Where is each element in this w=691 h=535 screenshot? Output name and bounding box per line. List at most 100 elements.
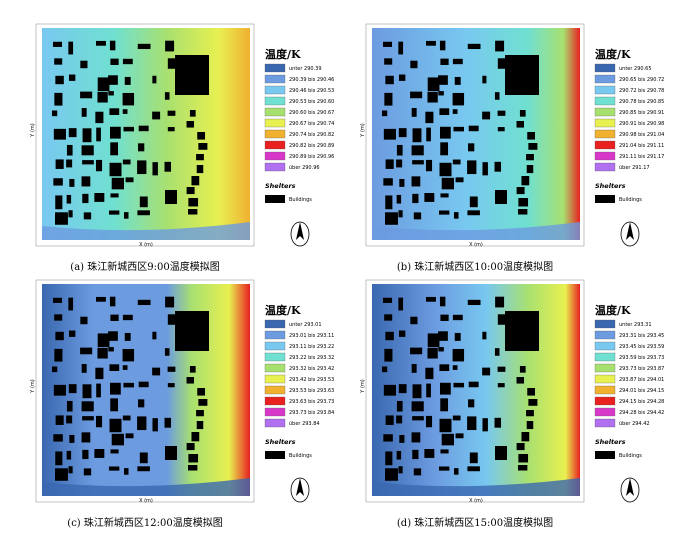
building bbox=[439, 296, 446, 307]
legend-title: 温度/K bbox=[595, 47, 631, 61]
building bbox=[495, 40, 505, 52]
building bbox=[186, 377, 195, 384]
building bbox=[453, 126, 464, 132]
building bbox=[124, 76, 131, 85]
legend-swatch bbox=[594, 385, 616, 395]
building bbox=[438, 347, 444, 352]
building bbox=[152, 75, 157, 84]
legend-swatch bbox=[594, 96, 616, 106]
building bbox=[398, 41, 404, 55]
legend-swatch bbox=[594, 85, 616, 95]
building bbox=[110, 58, 119, 65]
legend-label: 294.28 bis 294.42 bbox=[619, 410, 664, 416]
legend-swatch bbox=[594, 140, 616, 150]
building bbox=[53, 128, 66, 140]
building bbox=[439, 418, 452, 433]
building bbox=[518, 198, 529, 207]
building bbox=[125, 433, 134, 439]
building bbox=[95, 367, 104, 380]
building bbox=[452, 58, 463, 65]
building bbox=[165, 296, 175, 308]
building bbox=[54, 58, 63, 65]
legend-swatch bbox=[264, 107, 286, 117]
building bbox=[411, 145, 424, 156]
building bbox=[68, 74, 76, 81]
building bbox=[425, 111, 434, 124]
building bbox=[68, 466, 73, 474]
building bbox=[110, 126, 121, 139]
building bbox=[399, 178, 405, 187]
building bbox=[108, 331, 118, 341]
building bbox=[55, 195, 63, 210]
legend-swatch bbox=[594, 418, 616, 428]
building bbox=[440, 142, 449, 156]
building bbox=[97, 333, 110, 348]
building bbox=[82, 128, 92, 143]
building bbox=[521, 432, 530, 442]
building bbox=[412, 160, 424, 165]
legend-title: 温度/K bbox=[595, 303, 631, 317]
building bbox=[80, 316, 88, 325]
legend-swatch bbox=[594, 107, 616, 117]
building bbox=[452, 159, 461, 165]
building bbox=[441, 177, 455, 190]
building bbox=[398, 330, 406, 337]
legend-swatch bbox=[265, 451, 285, 459]
building bbox=[196, 421, 204, 430]
building bbox=[68, 41, 74, 55]
building bbox=[439, 40, 446, 51]
building bbox=[412, 193, 419, 204]
building bbox=[97, 347, 108, 359]
building bbox=[97, 91, 108, 103]
building bbox=[167, 127, 175, 132]
building bbox=[188, 465, 198, 471]
river bbox=[372, 222, 580, 240]
building bbox=[467, 299, 481, 306]
x-axis-label: X (m) bbox=[469, 498, 483, 504]
caption: (b) 珠江新城西区10:00温度模拟图 bbox=[397, 260, 553, 273]
building bbox=[528, 399, 538, 406]
building bbox=[68, 297, 74, 311]
building bbox=[167, 58, 178, 69]
legend-swatch bbox=[264, 118, 286, 128]
building bbox=[123, 468, 129, 475]
building bbox=[518, 465, 528, 471]
legend-swatch bbox=[594, 118, 616, 128]
building bbox=[123, 212, 129, 219]
building bbox=[139, 196, 148, 208]
building bbox=[519, 366, 526, 373]
building bbox=[53, 178, 63, 186]
building bbox=[52, 366, 58, 373]
building bbox=[526, 421, 534, 430]
building bbox=[81, 432, 91, 443]
panel: X (m) Y (m) 温度/K unter 290.39 290.39 bis 290… bbox=[30, 23, 334, 273]
building bbox=[52, 41, 63, 47]
building bbox=[82, 449, 89, 460]
legend-swatch bbox=[594, 74, 616, 84]
building bbox=[122, 109, 128, 114]
building bbox=[482, 418, 488, 432]
building bbox=[80, 60, 88, 69]
building bbox=[396, 450, 402, 460]
building bbox=[410, 316, 418, 325]
legend-swatch bbox=[594, 341, 616, 351]
legend-swatch bbox=[264, 96, 286, 106]
building bbox=[384, 92, 393, 106]
building bbox=[198, 399, 208, 406]
building bbox=[109, 162, 122, 177]
building bbox=[384, 314, 393, 321]
building bbox=[425, 40, 436, 46]
building bbox=[505, 311, 539, 351]
legend-label: 293.45 bis 293.59 bbox=[619, 344, 664, 350]
legend-label: 290.85 bis 290.91 bbox=[619, 110, 664, 116]
building bbox=[382, 366, 388, 373]
river bbox=[372, 478, 580, 496]
building bbox=[518, 454, 529, 463]
building bbox=[122, 92, 135, 106]
building bbox=[54, 348, 63, 362]
building bbox=[66, 450, 72, 460]
building bbox=[526, 165, 534, 174]
building bbox=[383, 178, 393, 186]
building bbox=[526, 154, 534, 161]
building bbox=[82, 416, 94, 421]
